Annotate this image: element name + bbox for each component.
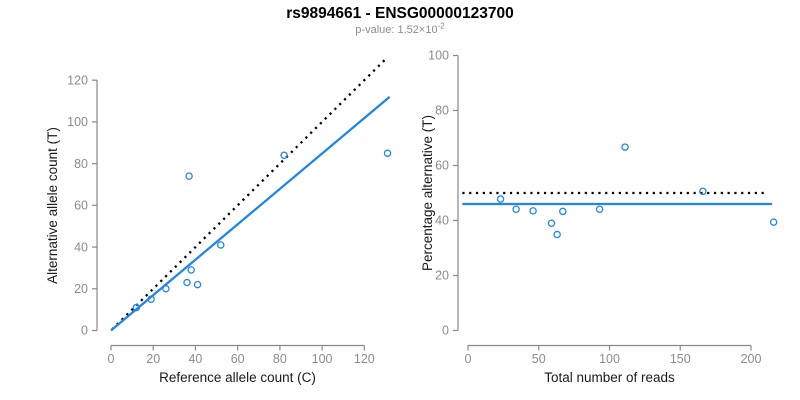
x-tick-label: 100 bbox=[312, 352, 333, 366]
y-tick-label: 40 bbox=[435, 214, 449, 228]
y-tick-label: 20 bbox=[435, 269, 449, 283]
data-point bbox=[769, 218, 778, 226]
data-point bbox=[529, 207, 537, 215]
x-tick-label: 150 bbox=[670, 352, 691, 366]
y-tick-label: 0 bbox=[442, 324, 449, 338]
data-point bbox=[187, 266, 195, 274]
right-yaxis-title: Percentage alternative (T) bbox=[420, 115, 435, 271]
data-point bbox=[383, 149, 392, 157]
data-point bbox=[553, 230, 561, 239]
data-point bbox=[147, 295, 155, 303]
x-tick-label: 0 bbox=[465, 352, 472, 366]
identity-line bbox=[111, 56, 389, 331]
percentage-vs-reads-scatter-panel: Total number of reads Percentage alterna… bbox=[420, 49, 778, 385]
data-point bbox=[162, 285, 170, 293]
data-point bbox=[132, 303, 141, 312]
data-point bbox=[183, 278, 191, 287]
figure-subtitle: p-value: 1.52×10-2 bbox=[0, 21, 800, 36]
allele-counts-scatter-panel: Reference allele count (C) Alternative a… bbox=[45, 56, 392, 385]
right-xaxis-title: Total number of reads bbox=[544, 370, 675, 385]
data-point bbox=[699, 187, 707, 196]
regression-line bbox=[110, 95, 391, 332]
y-tick-label: 20 bbox=[74, 282, 88, 296]
data-point bbox=[193, 280, 202, 289]
y-tick-label: 40 bbox=[74, 240, 88, 254]
data-point bbox=[217, 241, 225, 249]
y-tick-label: 80 bbox=[435, 104, 449, 118]
x-tick-label: 50 bbox=[532, 352, 546, 366]
data-point bbox=[512, 205, 520, 213]
x-tick-label: 100 bbox=[599, 352, 620, 366]
data-point bbox=[595, 205, 604, 213]
data-point bbox=[185, 172, 193, 180]
pvalue-label: p-value: 1.52×10 bbox=[355, 24, 438, 36]
left-xaxis-title: Reference allele count (C) bbox=[159, 370, 316, 385]
data-point bbox=[496, 195, 505, 203]
y-tick-label: 0 bbox=[81, 324, 88, 338]
figure-title: rs9894661 - ENSG00000123700 bbox=[286, 5, 514, 22]
x-tick-label: 60 bbox=[231, 352, 245, 366]
data-point bbox=[547, 219, 556, 227]
y-tick-label: 100 bbox=[67, 115, 88, 129]
pvalue-exponent: -2 bbox=[437, 21, 445, 31]
data-point bbox=[280, 151, 288, 160]
x-tick-label: 0 bbox=[108, 352, 115, 366]
left-yaxis-title: Alternative allele count (T) bbox=[45, 127, 60, 284]
x-tick-label: 200 bbox=[741, 352, 762, 366]
y-tick-label: 80 bbox=[74, 157, 88, 171]
y-tick-label: 60 bbox=[74, 199, 88, 213]
y-tick-label: 120 bbox=[67, 73, 88, 87]
x-tick-label: 40 bbox=[188, 352, 202, 366]
data-point bbox=[559, 207, 567, 216]
data-point bbox=[621, 143, 629, 151]
y-tick-label: 100 bbox=[428, 49, 449, 63]
x-tick-label: 80 bbox=[273, 352, 287, 366]
x-tick-label: 120 bbox=[354, 352, 375, 366]
y-tick-label: 60 bbox=[435, 159, 449, 173]
x-tick-label: 20 bbox=[146, 352, 160, 366]
